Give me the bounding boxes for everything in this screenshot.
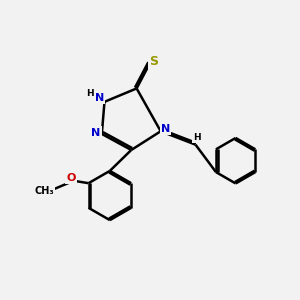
Text: N: N [94, 93, 104, 103]
Text: O: O [66, 173, 76, 183]
Text: H: H [193, 133, 201, 142]
Text: N: N [161, 124, 170, 134]
Text: CH₃: CH₃ [34, 187, 54, 196]
Text: N: N [91, 128, 101, 138]
Text: H: H [86, 89, 94, 98]
Text: S: S [149, 55, 158, 68]
